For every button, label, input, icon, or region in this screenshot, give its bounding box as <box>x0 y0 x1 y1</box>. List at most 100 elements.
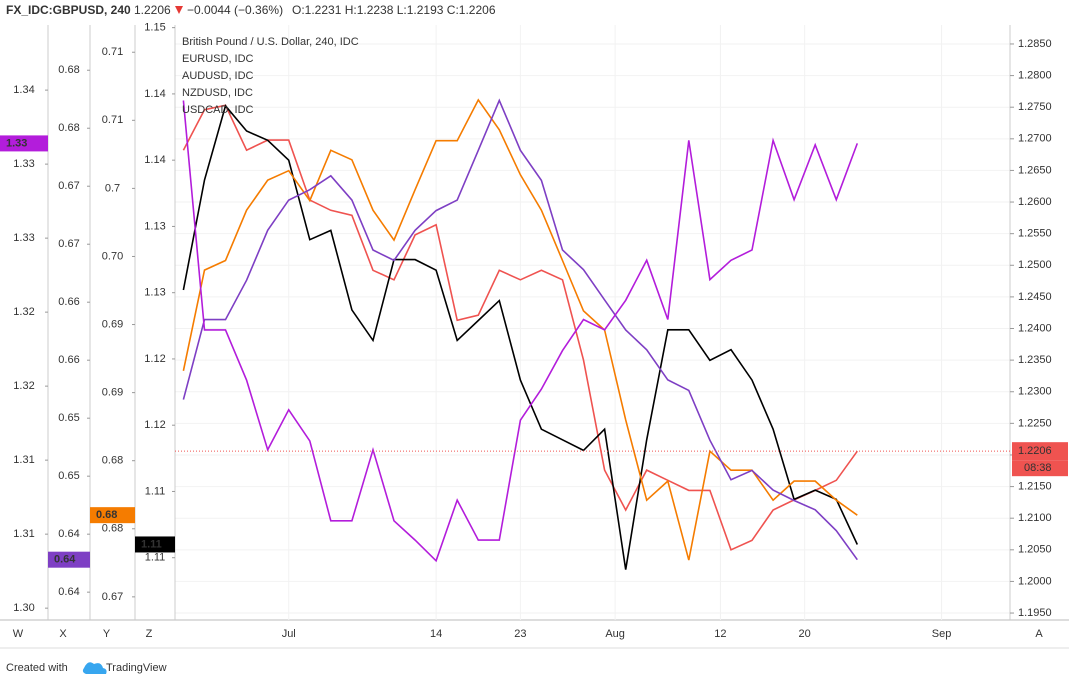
x-tick-label: 14 <box>430 628 442 640</box>
y-tick-label: 1.2500 <box>1018 259 1052 271</box>
y-tick-label: 0.67 <box>58 180 79 192</box>
y-tick-label: 1.14 <box>144 154 165 166</box>
y-tick-label: 1.2100 <box>1018 512 1052 524</box>
y-tick-label: 1.31 <box>13 528 34 540</box>
y-tick-label: 1.2350 <box>1018 354 1052 366</box>
y-tick-label: 0.69 <box>102 387 123 399</box>
y-tick-label: 0.68 <box>58 122 79 134</box>
price-marker <box>90 507 135 524</box>
axis-button: A <box>1035 628 1043 640</box>
y-tick-label: 1.2550 <box>1018 228 1052 240</box>
y-tick-label: 1.13 <box>144 220 165 232</box>
y-tick-label: 1.2750 <box>1018 101 1052 113</box>
x-tick-label: Jul <box>282 628 296 640</box>
y-tick-label: 1.34 <box>13 84 34 96</box>
y-tick-label: 1.30 <box>13 602 34 614</box>
y-tick-label: 1.32 <box>13 306 34 318</box>
y-tick-label: 1.11 <box>145 485 166 497</box>
legend-entry: NZDUSD, IDC <box>182 87 253 99</box>
y-tick-label: 0.66 <box>58 296 79 308</box>
y-tick-label: 0.65 <box>58 412 79 424</box>
y-tick-label: 1.2650 <box>1018 164 1052 176</box>
y-tick-label: 1.15 <box>144 22 165 34</box>
legend-entry: USDCAD, IDC <box>182 104 254 116</box>
series-line <box>182 104 858 551</box>
legend-entry: AUDUSD, IDC <box>182 70 254 82</box>
y-tick-label: 0.68 <box>102 455 123 467</box>
y-tick-label: 1.33 <box>13 158 34 170</box>
x-tick-label: Sep <box>932 628 952 640</box>
y-tick-label: 1.31 <box>13 454 34 466</box>
price-marker <box>135 536 175 553</box>
price-marker-label: 1.2206 <box>1018 445 1052 457</box>
y-tick-label: 1.12 <box>144 419 165 431</box>
y-tick-label: 1.2600 <box>1018 196 1052 208</box>
price-marker-label: 1.11 <box>141 538 162 550</box>
x-tick-label: 23 <box>514 628 526 640</box>
y-tick-label: 1.32 <box>13 380 34 392</box>
down-arrow <box>175 6 183 14</box>
y-tick-label: 1.2300 <box>1018 386 1052 398</box>
change: −0.0044 (−0.36%) <box>187 3 283 17</box>
legend-entry: British Pound / U.S. Dollar, 240, IDC <box>182 36 359 48</box>
y-tick-label: 0.7 <box>105 182 120 194</box>
x-tick-label: 20 <box>799 628 811 640</box>
y-tick-label: 1.2700 <box>1018 133 1052 145</box>
grid <box>175 25 1010 620</box>
series-line <box>182 98 858 561</box>
y-tick-label: 1.2850 <box>1018 38 1052 50</box>
series-line <box>182 104 859 570</box>
symbol: FX_IDC:GBPUSD, 240 <box>6 3 131 17</box>
axis-button: W <box>13 628 24 640</box>
price-marker <box>1012 442 1068 461</box>
y-tick-label: 0.67 <box>102 591 123 603</box>
y-tick-label: 0.71 <box>102 46 123 58</box>
footer-brand[interactable]: TradingView <box>106 662 167 674</box>
y-tick-label: 1.11 <box>145 552 166 564</box>
y-tick-label: 0.67 <box>58 238 79 250</box>
axis-button: Y <box>103 628 111 640</box>
axis-button: Z <box>146 628 153 640</box>
y-tick-label: 0.64 <box>58 586 79 598</box>
timer-marker <box>1012 460 1068 477</box>
y-tick-label: 0.69 <box>102 318 123 330</box>
y-tick-label: 1.13 <box>144 287 165 299</box>
y-tick-label: 1.14 <box>144 88 165 100</box>
y-tick-label: 1.2250 <box>1018 417 1052 429</box>
price: 1.2206 <box>134 3 171 17</box>
y-tick-label: 0.68 <box>102 523 123 535</box>
x-tick-label: Aug <box>605 628 625 640</box>
plot <box>182 98 859 570</box>
legend-entry: EURUSD, IDC <box>182 53 254 65</box>
y-tick-label: 1.33 <box>13 232 34 244</box>
y-tick-label: 0.68 <box>58 64 79 76</box>
price-marker <box>48 551 90 568</box>
y-tick-label: 1.2450 <box>1018 291 1052 303</box>
y-tick-label: 1.2000 <box>1018 575 1052 587</box>
x-tick-label: 12 <box>714 628 726 640</box>
y-tick-label: 0.64 <box>58 528 79 540</box>
y-tick-label: 0.71 <box>102 114 123 126</box>
series-line <box>182 98 858 561</box>
timer-label: 08:38 <box>1024 462 1052 474</box>
logo <box>82 662 107 674</box>
price-marker <box>0 135 48 152</box>
y-tick-label: 0.70 <box>102 250 123 262</box>
price-marker-label: 1.33 <box>6 137 27 149</box>
y-tick-label: 0.66 <box>58 354 79 366</box>
y-tick-label: 1.2150 <box>1018 480 1052 492</box>
y-tick-label: 0.65 <box>58 470 79 482</box>
ohlc: O:1.2231 H:1.2238 L:1.2193 C:1.2206 <box>292 3 496 17</box>
price-marker-label: 0.64 <box>54 554 76 566</box>
y-tick-label: 1.2400 <box>1018 322 1052 334</box>
y-tick-label: 1.12 <box>144 353 165 365</box>
axis-button: X <box>59 628 67 640</box>
y-tick-label: 1.2050 <box>1018 544 1052 556</box>
series-line <box>182 100 859 563</box>
price-marker-label: 0.68 <box>96 509 117 521</box>
y-tick-label: 1.1950 <box>1018 607 1052 619</box>
y-tick-label: 1.2800 <box>1018 69 1052 81</box>
footer-created: Created with <box>6 662 68 674</box>
